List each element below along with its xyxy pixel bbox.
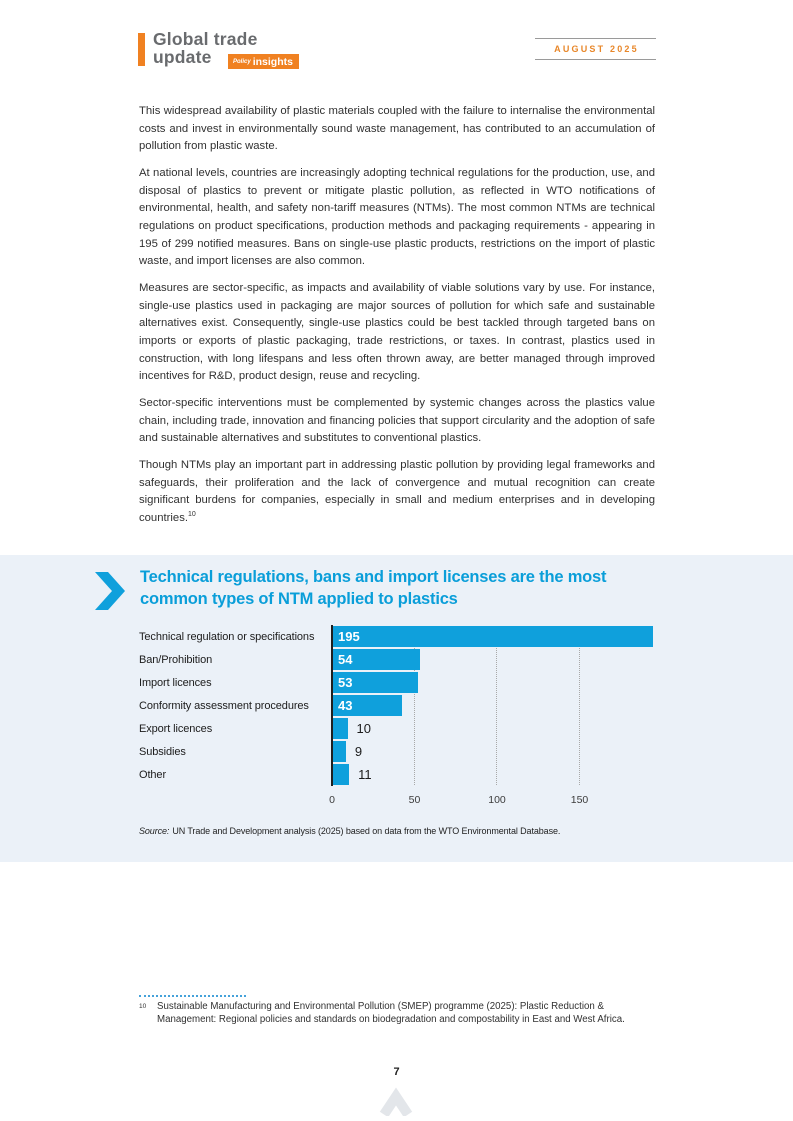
- bar-value-label: 10: [356, 721, 371, 736]
- gridline: [578, 626, 580, 785]
- chart-bar: [331, 764, 350, 785]
- paragraph: This widespread availability of plastic …: [139, 105, 655, 153]
- bar-area: 9: [331, 741, 739, 762]
- figure-panel: Technical regulations, bans and import l…: [0, 555, 793, 862]
- chart-row: Import licences 53: [139, 671, 739, 694]
- logo-line2: update: [153, 47, 212, 67]
- category-label: Technical regulation or specifications: [139, 630, 315, 643]
- bar-value-label: 9: [354, 744, 363, 759]
- category-label: Conformity assessment procedures: [139, 699, 309, 712]
- paragraph: At national levels, countries are increa…: [139, 166, 655, 268]
- figure-title-line2: common types of NTM applied to plastics: [140, 589, 458, 608]
- chart-rows: Technical regulation or specifications 19…: [139, 625, 739, 786]
- chart-bar: 195: [331, 626, 653, 647]
- date-rule-top: [535, 38, 656, 39]
- bar-area: 195: [331, 626, 739, 647]
- chevron-up-logo-icon: [379, 1087, 413, 1116]
- chart-bar: [331, 718, 348, 739]
- bar-area: 43: [331, 695, 739, 716]
- category-label: Subsidies: [139, 745, 186, 758]
- bar-value-label: 195: [338, 629, 360, 644]
- body-text: This widespread availability of plastic …: [139, 103, 655, 536]
- paragraph-text: Though NTMs play an important part in ad…: [139, 458, 655, 524]
- logo-accent-bar: [138, 33, 145, 66]
- chart-bar: 43: [331, 695, 402, 716]
- footnote-reference: 10: [187, 511, 196, 519]
- paragraph: Measures are sector-specific, as impacts…: [139, 281, 655, 383]
- bar-value-label: 53: [338, 675, 353, 690]
- chart-bar: 54: [331, 649, 421, 670]
- issue-date: AUGUST 2025: [554, 44, 639, 54]
- axis-tick-label: 100: [488, 794, 506, 806]
- paragraph: Sector-specific interventions must be co…: [139, 396, 655, 445]
- chart-row: Export licences 10: [139, 717, 739, 740]
- bar-area: 10: [331, 718, 739, 739]
- chart-row: Ban/Prohibition 54: [139, 648, 739, 671]
- chevron-right-icon: [95, 572, 125, 610]
- axis-tick-label: 50: [408, 794, 421, 806]
- bar-value-label: 11: [358, 767, 372, 782]
- policy-insights-badge: Policy insights: [228, 54, 299, 69]
- footnote-text: Sustainable Manufacturing and Environmen…: [157, 1001, 625, 1026]
- category-label: Export licences: [139, 722, 213, 735]
- bar-area: 11: [331, 764, 739, 785]
- footnote-separator: [139, 995, 246, 997]
- category-label: Ban/Prohibition: [139, 653, 213, 666]
- source-label: Source:: [139, 826, 170, 836]
- source-text: UN Trade and Development analysis (2025)…: [172, 826, 561, 836]
- page-number: 7: [393, 1066, 400, 1078]
- bar-value-label: 43: [338, 698, 353, 713]
- chart-axis-ticks: 0 50 100 150: [139, 794, 739, 808]
- category-label: Other: [139, 768, 167, 781]
- bar-area: 53: [331, 672, 739, 693]
- badge-policy-label: Policy: [233, 59, 251, 65]
- footnote: 10 Sustainable Manufacturing and Environ…: [139, 1000, 660, 1027]
- figure-source: Source: UN Trade and Development analysis…: [139, 826, 560, 836]
- figure-title-line1: Technical regulations, bans and import l…: [140, 568, 607, 586]
- bar-area: 54: [331, 649, 739, 670]
- badge-insights-label: insights: [252, 56, 293, 68]
- axis-tick-label: 150: [570, 794, 589, 806]
- gridline: [496, 626, 497, 785]
- gridline: [413, 626, 415, 785]
- bar-chart: Technical regulation or specifications 19…: [139, 625, 739, 815]
- chart-row: Subsidies 9: [139, 740, 739, 763]
- footnote-marker: 10: [139, 1003, 147, 1010]
- chart-row: Other 11: [139, 763, 739, 786]
- chart-row: Conformity assessment procedures 43: [139, 694, 739, 717]
- bar-value-label: 54: [338, 652, 353, 667]
- logo-line1: Global trade: [153, 29, 258, 49]
- chart-bar: [331, 741, 346, 762]
- figure-title: Technical regulations, bans and import l…: [140, 567, 607, 610]
- chart-gridlines: [139, 626, 739, 785]
- paragraph: Though NTMs play an important part in ad…: [139, 457, 655, 528]
- chart-row: Technical regulation or specifications 19…: [139, 625, 739, 648]
- chart-bar: 53: [331, 672, 419, 693]
- axis-tick-label: 0: [329, 794, 335, 806]
- chart-axis-line: [331, 625, 333, 786]
- publication-logo: Global trade update: [153, 30, 258, 66]
- category-label: Import licences: [139, 676, 212, 689]
- issue-date-block: AUGUST 2025: [535, 38, 656, 60]
- date-rule-bottom: [535, 59, 656, 60]
